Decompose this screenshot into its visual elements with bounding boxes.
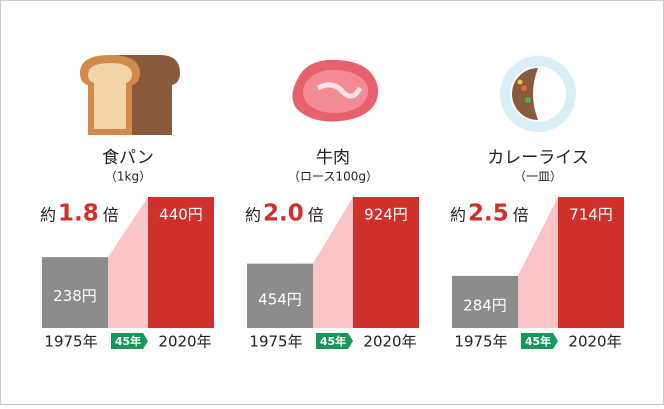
connector xyxy=(518,197,558,328)
multiplier-suffix: 倍 xyxy=(513,206,529,225)
bread-icon xyxy=(80,55,180,135)
meat-icon xyxy=(292,59,379,122)
multiplier-prefix: 約 xyxy=(40,206,56,225)
panel-subtitle: （ロース100g） xyxy=(288,170,378,184)
value-label: 440円 xyxy=(159,206,203,224)
bar xyxy=(452,275,518,328)
value-label: 238円 xyxy=(53,287,97,305)
multiplier-prefix: 約 xyxy=(245,206,261,225)
panel-subtitle: （1kg） xyxy=(105,170,151,184)
multiplier-suffix: 倍 xyxy=(103,206,119,225)
year-label: 2020年 xyxy=(363,333,416,351)
value-label: 924円 xyxy=(364,206,408,224)
gap-badge xyxy=(316,333,353,349)
year-label: 1975年 xyxy=(44,333,97,351)
bar xyxy=(247,263,313,328)
bar xyxy=(558,197,624,328)
panel-title: 食パン xyxy=(102,148,154,168)
value-label: 284円 xyxy=(463,296,507,314)
multiplier-value: 2.0 xyxy=(263,201,304,227)
multiplier-value: 1.8 xyxy=(58,201,99,227)
panel-title: 牛肉 xyxy=(316,148,350,168)
gap-label: 45年 xyxy=(525,334,551,348)
gap-badge xyxy=(111,333,148,349)
connector xyxy=(313,197,353,328)
gap-label: 45年 xyxy=(320,334,346,348)
bar xyxy=(148,197,214,328)
year-label: 1975年 xyxy=(249,333,302,351)
multiplier-prefix: 約 xyxy=(450,206,466,225)
value-label: 714円 xyxy=(569,206,613,224)
gap-badge xyxy=(521,333,558,349)
bar xyxy=(42,257,108,328)
panel-title: カレーライス xyxy=(487,148,589,168)
multiplier-value: 2.5 xyxy=(468,201,509,227)
year-label: 2020年 xyxy=(158,333,211,351)
value-label: 454円 xyxy=(258,290,302,308)
multiplier-suffix: 倍 xyxy=(308,206,324,225)
connector xyxy=(108,197,148,328)
panel-subtitle: （一皿） xyxy=(514,170,562,184)
year-label: 2020年 xyxy=(568,333,621,351)
bar xyxy=(353,197,419,328)
year-label: 1975年 xyxy=(454,333,507,351)
gap-label: 45年 xyxy=(115,334,141,348)
curry-icon xyxy=(500,56,576,132)
